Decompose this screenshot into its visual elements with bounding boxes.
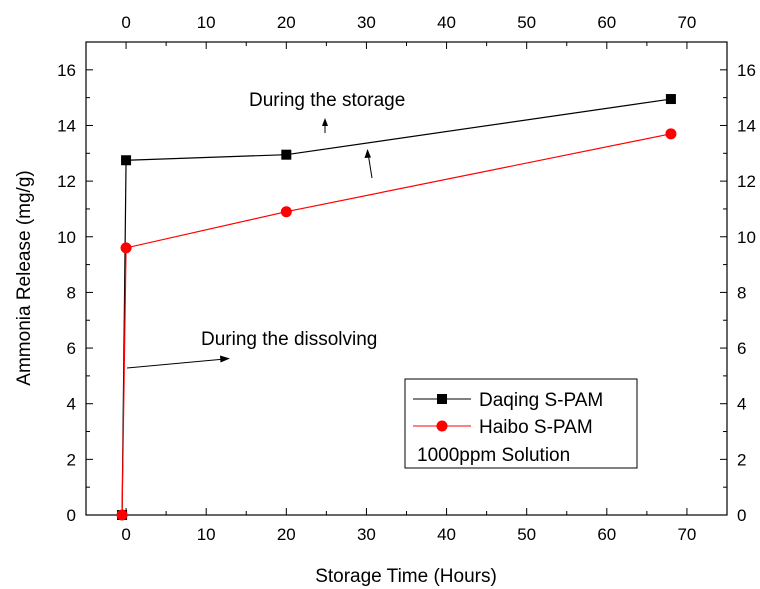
x-top-tick-label: 60 — [597, 13, 616, 32]
x-top-tick-label: 10 — [197, 13, 216, 32]
legend-label-daqing: Daqing S-PAM — [479, 390, 603, 411]
x-tick-label: 20 — [277, 525, 296, 544]
y-tick-label: 14 — [57, 116, 76, 135]
y-tick-label: 0 — [67, 506, 76, 525]
legend-label-haibo: Haibo S-PAM — [479, 417, 593, 438]
series-line-1 — [121, 133, 672, 516]
y-right-tick-label: 8 — [737, 283, 746, 302]
annotation-storage-arrowhead-1 — [322, 118, 328, 126]
y-tick-label: 6 — [67, 339, 76, 358]
y-tick-label: 16 — [57, 61, 76, 80]
x-top-tick-label: 50 — [517, 13, 536, 32]
x-top-tick-label: 20 — [277, 13, 296, 32]
data-point-haibo — [116, 509, 128, 521]
x-tick-label: 40 — [437, 525, 456, 544]
x-tick-label: 60 — [597, 525, 616, 544]
data-series — [116, 94, 677, 521]
y-right-tick-label: 14 — [737, 116, 756, 135]
y-tick-label: 10 — [57, 228, 76, 247]
annotation-dissolving-arrow — [126, 358, 226, 369]
x-axis-label: Storage Time (Hours) — [315, 566, 497, 587]
data-point-haibo — [280, 206, 292, 218]
y-tick-label: 8 — [67, 283, 76, 302]
y-right-tick-label: 0 — [737, 506, 746, 525]
data-point-daqing — [281, 149, 292, 160]
x-top-tick-label: 30 — [357, 13, 376, 32]
annotation-storage: During the storage — [249, 90, 405, 111]
legend-note: 1000ppm Solution — [417, 445, 570, 466]
x-tick-label: 30 — [357, 525, 376, 544]
y-tick-label: 2 — [67, 450, 76, 469]
y-right-tick-label: 16 — [737, 61, 756, 80]
legend: Daqing S-PAM Haibo S-PAM 1000ppm Solutio… — [404, 378, 638, 469]
x-tick-label: 50 — [517, 525, 536, 544]
annotation-dissolving-arrowhead — [220, 355, 230, 363]
y-tick-label: 12 — [57, 172, 76, 191]
x-top-tick-label: 70 — [677, 13, 696, 32]
x-top-tick-label: 40 — [437, 13, 456, 32]
y-right-tick-label: 10 — [737, 228, 756, 247]
x-tick-label: 10 — [197, 525, 216, 544]
data-point-haibo — [665, 128, 677, 140]
annotation-storage-arrowhead-2 — [364, 149, 371, 158]
y-right-tick-label: 6 — [737, 339, 746, 358]
x-top-tick-label: 0 — [121, 13, 130, 32]
y-axis-label: Ammonia Release (mg/g) — [14, 170, 35, 385]
y-right-tick-label: 12 — [737, 172, 756, 191]
data-point-haibo — [120, 242, 132, 254]
data-point-daqing — [121, 155, 132, 166]
y-right-tick-label: 4 — [737, 395, 746, 414]
x-tick-label: 0 — [121, 525, 130, 544]
axis-ticks: 0 0 10 10 20 20 30 30 40 40 50 50 60 60 70 70 0 0 2 2 4 4 6 6 8 8… — [57, 13, 756, 544]
y-right-tick-label: 2 — [737, 450, 746, 469]
legend-marker-haibo — [436, 420, 448, 432]
series-line-0 — [121, 98, 671, 516]
data-point-daqing — [665, 94, 676, 105]
x-tick-label: 70 — [677, 525, 696, 544]
legend-marker-daqing — [437, 394, 447, 404]
annotation-dissolving: During the dissolving — [201, 329, 377, 350]
y-tick-label: 4 — [67, 395, 76, 414]
